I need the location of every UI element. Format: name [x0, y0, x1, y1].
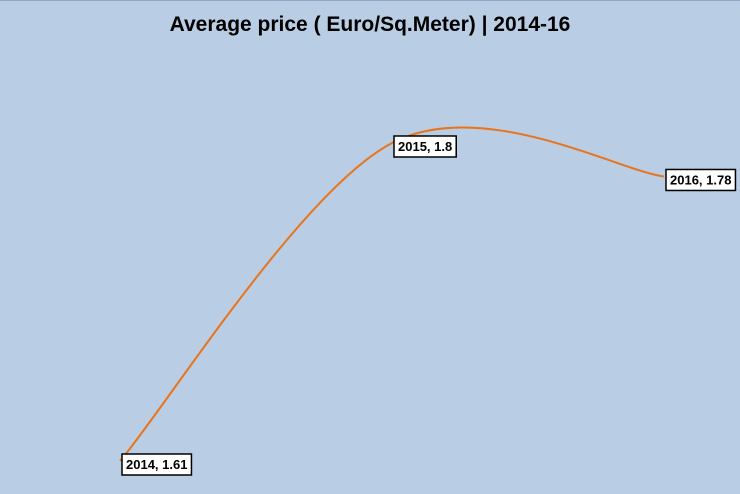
data-label-text: 2014, 1.61 [126, 457, 187, 472]
data-label-text: 2016, 1.78 [670, 172, 731, 187]
data-label-2015: 2015, 1.8 [393, 135, 457, 158]
data-label-2016: 2016, 1.78 [665, 168, 737, 192]
data-label-box [121, 453, 193, 476]
data-label-box [393, 135, 457, 158]
data-label-text: 2015, 1.8 [398, 139, 452, 154]
data-label-2014: 2014, 1.61 [121, 453, 193, 476]
chart-title: Average price ( Euro/Sq.Meter) | 2014-16 [169, 13, 571, 36]
data-label-box [665, 168, 737, 192]
series-line [119, 126, 665, 462]
